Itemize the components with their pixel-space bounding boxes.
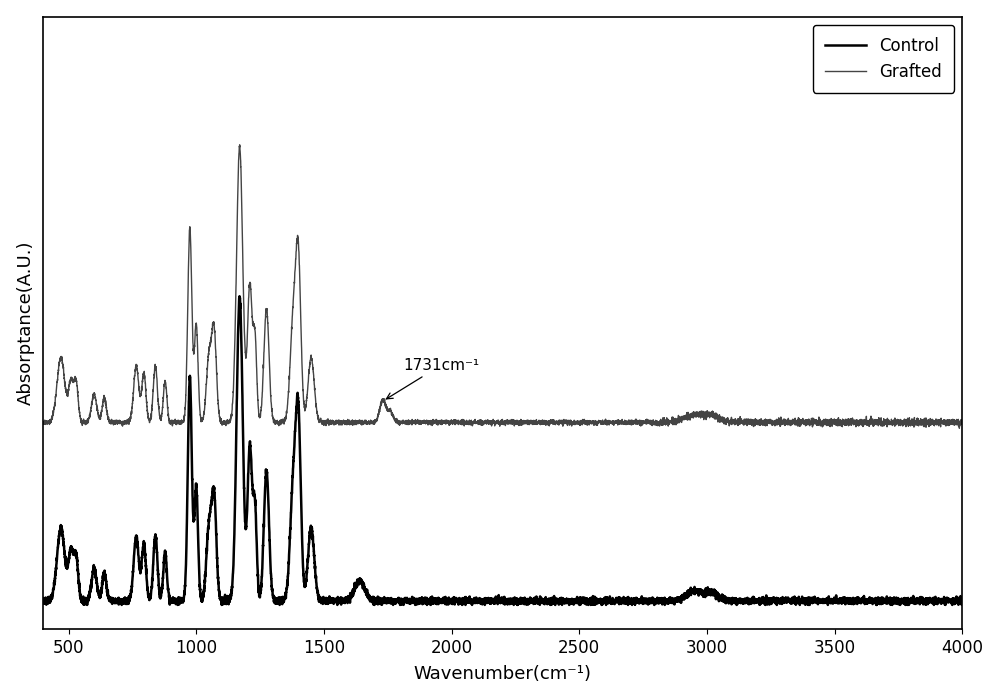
Grafted	[83, 413, 95, 421]
Grafted	[621, 416, 633, 425]
Grafted	[581, 417, 593, 426]
Control	[621, 597, 633, 606]
X-axis label: Wavenumber(cm⁻¹): Wavenumber(cm⁻¹)	[414, 665, 592, 683]
Grafted	[37, 419, 49, 427]
Grafted	[956, 419, 968, 427]
Control	[81, 601, 93, 609]
Y-axis label: Absorptance(A.U.): Absorptance(A.U.)	[17, 241, 35, 405]
Control	[37, 594, 49, 602]
Control	[719, 596, 731, 605]
Line: Control: Control	[43, 296, 962, 605]
Grafted	[370, 417, 382, 426]
Control	[956, 596, 968, 604]
Grafted	[719, 418, 731, 426]
Control	[768, 597, 780, 606]
Grafted	[953, 424, 965, 433]
Control	[83, 590, 95, 598]
Text: 1731cm⁻¹: 1731cm⁻¹	[386, 358, 479, 399]
Line: Grafted: Grafted	[43, 145, 962, 428]
Grafted	[768, 418, 780, 426]
Control	[234, 292, 246, 300]
Control	[370, 596, 382, 605]
Grafted	[234, 141, 246, 149]
Legend: Control, Grafted: Control, Grafted	[813, 25, 954, 92]
Control	[581, 597, 593, 606]
